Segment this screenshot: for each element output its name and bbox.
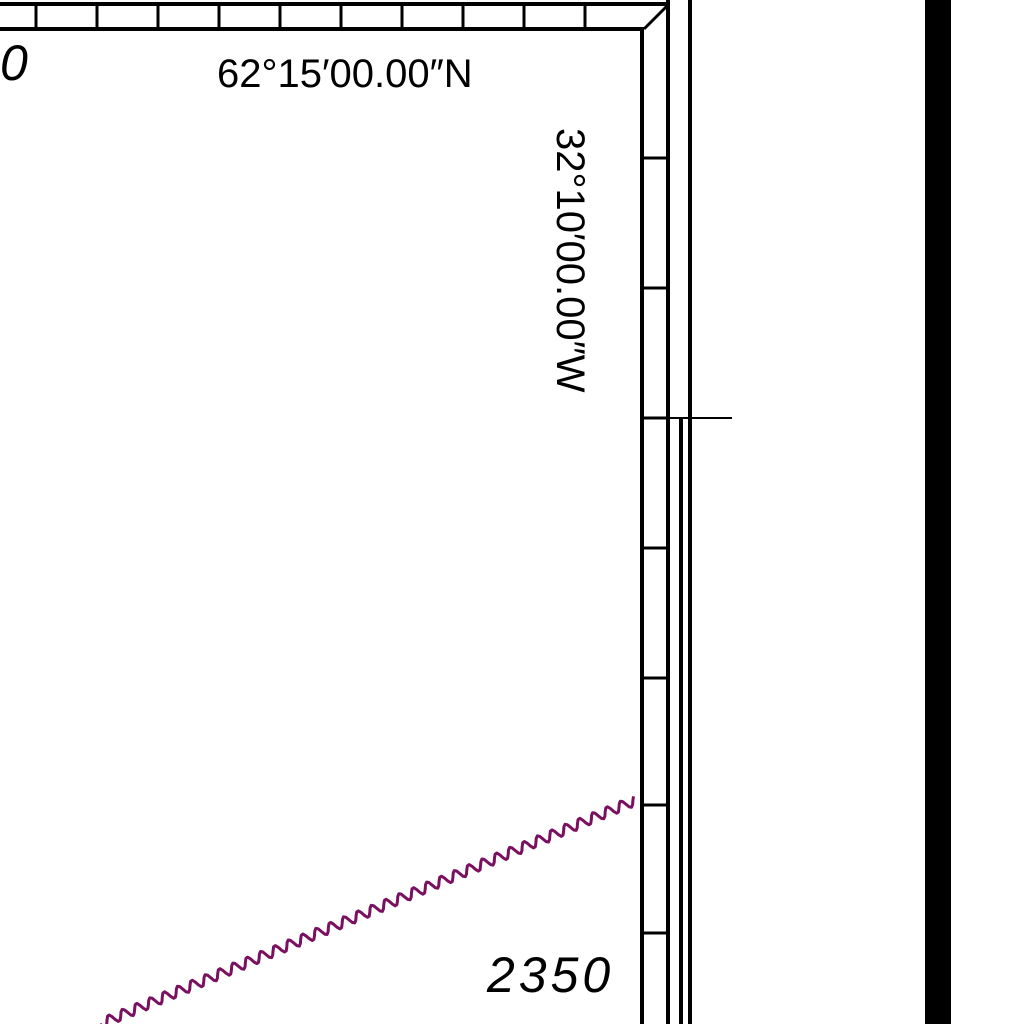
latitude-scale-ticks (34, 4, 587, 29)
submarine-cable-line (100, 796, 635, 1024)
latitude-label: 62°15′00.00″N (217, 52, 473, 96)
neatline-frame (0, 0, 732, 1024)
partial-depth-label: 0 (0, 35, 32, 91)
depth-contour-label: 2350 (487, 947, 615, 1003)
sheet-edge-bar (925, 0, 951, 1024)
longitude-label-text: 32°10′00.00″W (548, 128, 592, 393)
longitude-label: 32°10′00.00″W (547, 128, 592, 393)
longitude-scale-ticks (642, 156, 668, 935)
